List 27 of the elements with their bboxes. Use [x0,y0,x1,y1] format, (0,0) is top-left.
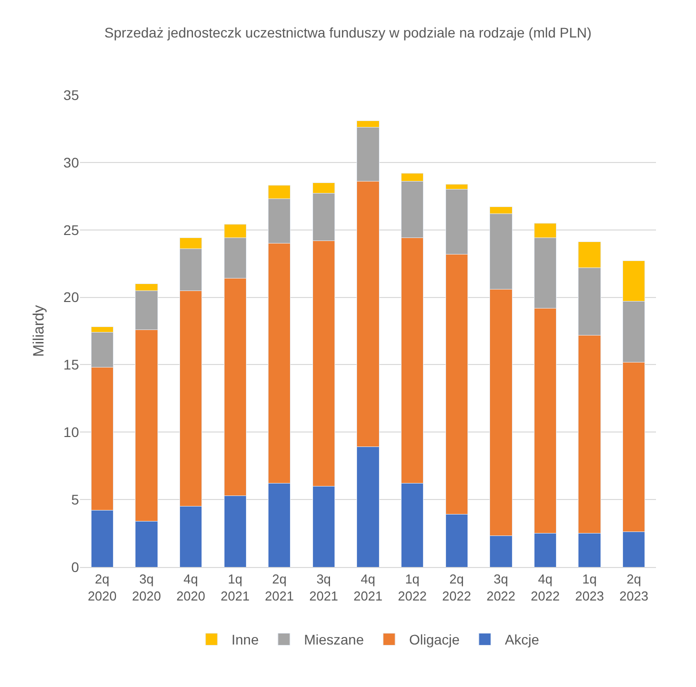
x-tick-label: 2q 2020 [88,572,117,604]
y-tick-label: 10 [63,424,80,440]
y-tick-label: 35 [63,86,80,103]
y-tick-label: 0 [71,558,80,575]
y-tick-label: 20 [63,289,80,306]
y-tick-label: 5 [71,491,80,508]
x-tick-label: 2q 2021 [264,572,294,604]
y-tick-label: 15 [63,356,80,373]
x-tick-label: 3q 2020 [132,572,161,604]
y-tick-label: 30 [63,154,80,170]
legend-label: Inne [232,632,259,648]
x-tick-label: 1q 2023 [575,572,604,604]
x-tick-label: 2q 2022 [442,572,472,604]
x-tick-label: 4q 2020 [176,572,206,604]
y-axis-title: Miliardy [30,304,48,357]
x-tick-label: 3q 2021 [309,572,338,604]
legend-label: Oligacje [409,632,460,648]
x-tick-label: 1q 2021 [220,572,250,604]
x-tick-label: 2q 2023 [619,572,648,604]
legend-label: Akcje [504,632,540,648]
x-tick-label: 4q 2021 [354,572,382,604]
chart-title: Sprzedaż jednosteczk uczestnictwa funduszy w podziale na rodzaje (mld PLN) [104,24,592,40]
x-tick-label: 3q 2022 [486,572,516,604]
y-tick-label: 25 [63,222,80,238]
x-tick-label: 1q 2022 [398,572,427,604]
legend-label: Mieszane [304,632,364,648]
x-tick-label: 4q 2022 [530,572,560,604]
